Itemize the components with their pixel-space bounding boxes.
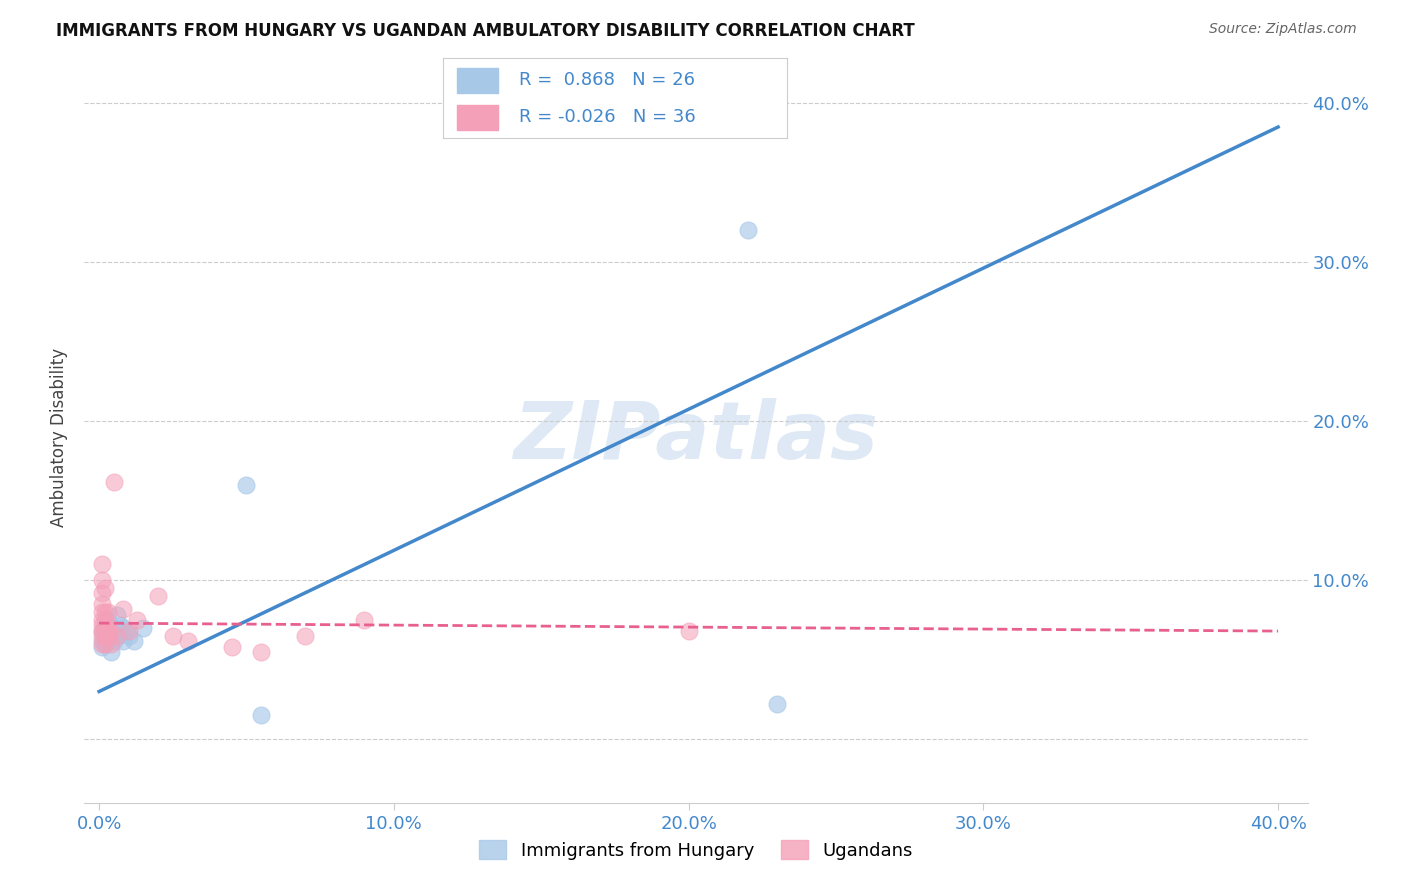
Point: [108, 617, 131, 632]
Point: [132, 621, 155, 635]
Point: [124, 633, 146, 648]
Point: [97, 629, 120, 643]
Point: [117, 624, 139, 638]
Point: [91, 624, 114, 638]
Point: [91, 617, 114, 632]
Point: [91, 597, 114, 611]
Point: [91, 573, 114, 587]
Point: [94, 637, 117, 651]
Point: [111, 602, 134, 616]
Point: [100, 645, 122, 659]
Point: [105, 608, 128, 623]
Point: [100, 624, 122, 638]
Point: [294, 629, 316, 643]
Point: [103, 475, 125, 489]
Point: [94, 613, 117, 627]
Point: [91, 633, 114, 648]
Point: [353, 613, 375, 627]
Point: [737, 223, 759, 237]
Point: [97, 624, 120, 638]
Point: [111, 621, 134, 635]
Point: [117, 629, 139, 643]
Point: [94, 637, 117, 651]
Point: [91, 629, 114, 643]
Point: [162, 629, 184, 643]
Point: [94, 617, 117, 632]
Point: [103, 633, 125, 648]
Y-axis label: Ambulatory Disability: Ambulatory Disability: [51, 348, 69, 526]
Point: [100, 637, 122, 651]
Point: [94, 629, 117, 643]
Point: [91, 586, 114, 600]
Text: R = -0.026   N = 36: R = -0.026 N = 36: [519, 109, 696, 127]
Point: [97, 613, 120, 627]
Point: [91, 637, 114, 651]
Point: [235, 477, 257, 491]
Point: [250, 708, 273, 723]
Point: [111, 633, 134, 648]
Text: Source: ZipAtlas.com: Source: ZipAtlas.com: [1209, 22, 1357, 37]
Point: [97, 605, 120, 619]
Point: [94, 581, 117, 595]
Point: [97, 624, 120, 638]
Bar: [457, 68, 498, 94]
Point: [91, 640, 114, 654]
Point: [766, 697, 789, 711]
Point: [91, 613, 114, 627]
Point: [91, 605, 114, 619]
Point: [97, 617, 120, 632]
Point: [146, 589, 169, 603]
Point: [221, 640, 243, 654]
Text: R =  0.868   N = 26: R = 0.868 N = 26: [519, 71, 695, 89]
Point: [678, 624, 700, 638]
Bar: [457, 104, 498, 130]
Point: [91, 558, 114, 572]
Text: ZIPatlas: ZIPatlas: [513, 398, 879, 476]
Point: [114, 624, 136, 638]
Point: [91, 624, 114, 638]
Point: [94, 629, 117, 643]
Point: [127, 613, 149, 627]
Point: [94, 624, 117, 638]
Text: IMMIGRANTS FROM HUNGARY VS UGANDAN AMBULATORY DISABILITY CORRELATION CHART: IMMIGRANTS FROM HUNGARY VS UGANDAN AMBUL…: [56, 22, 915, 40]
Point: [250, 645, 273, 659]
Point: [94, 605, 117, 619]
Point: [176, 633, 198, 648]
Point: [105, 629, 128, 643]
Legend: Immigrants from Hungary, Ugandans: Immigrants from Hungary, Ugandans: [472, 833, 920, 867]
Point: [103, 621, 125, 635]
Point: [94, 621, 117, 635]
Point: [100, 629, 122, 643]
Point: [94, 621, 117, 635]
Point: [105, 629, 128, 643]
